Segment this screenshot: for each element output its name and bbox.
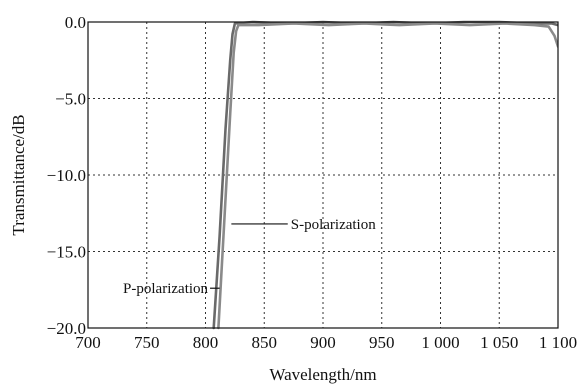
p-polarization-line [217, 22, 558, 330]
x-tick-label: 900 [310, 333, 336, 352]
series-layer [212, 20, 558, 330]
y-tick-label: −20.0 [47, 319, 86, 338]
y-tick-label: −5.0 [55, 90, 86, 109]
x-tick-label: 1 100 [539, 333, 577, 352]
x-tick-label: 950 [369, 333, 395, 352]
x-tick-label: 750 [134, 333, 160, 352]
x-axis-title: Wavelength/nm [269, 365, 376, 384]
s-polarization-label: S-polarization [291, 217, 376, 233]
y-tick-labels: 0.0 −5.0 −10.0 −15.0 −20.0 [47, 13, 86, 338]
x-tick-label: 1 000 [421, 333, 459, 352]
x-tick-label: 850 [252, 333, 278, 352]
annotations: S-polarization P-polarization [123, 217, 376, 297]
p-polarization-label: P-polarization [123, 281, 208, 297]
y-tick-label: 0.0 [65, 13, 86, 32]
grid [88, 22, 558, 328]
y-tick-label: −10.0 [47, 166, 86, 185]
plot-frame [87, 21, 559, 329]
x-tick-label: 800 [193, 333, 219, 352]
x-tick-labels: 700 750 800 850 900 950 1 000 1 050 1 100 [75, 333, 577, 352]
s-polarization-line [212, 20, 558, 330]
x-tick-label: 1 050 [480, 333, 518, 352]
x-tick-label: 700 [75, 333, 101, 352]
y-tick-label: −15.0 [47, 243, 86, 262]
y-axis-title: Transmittance/dB [9, 114, 28, 235]
